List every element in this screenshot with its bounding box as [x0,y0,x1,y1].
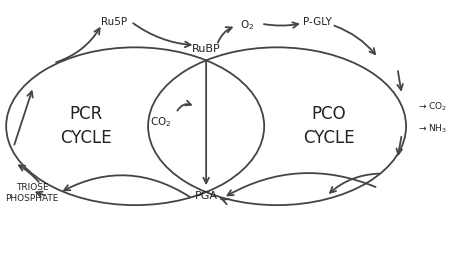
Text: $\rightarrow$NH$_3$: $\rightarrow$NH$_3$ [417,123,446,135]
Text: O$_2$: O$_2$ [240,18,254,32]
Text: $\rightarrow$CO$_2$: $\rightarrow$CO$_2$ [417,100,447,113]
Text: TRIOSE
PHOSPHATE: TRIOSE PHOSPHATE [5,183,58,203]
Text: RuBP: RuBP [192,44,220,54]
Text: PCR
CYCLE: PCR CYCLE [60,105,112,147]
Text: PGA: PGA [195,191,218,201]
Text: P-GLY: P-GLY [303,17,333,27]
Text: CO$_2$: CO$_2$ [150,115,171,129]
Text: PCO
CYCLE: PCO CYCLE [303,105,355,147]
Text: Ru5P: Ru5P [101,17,127,27]
